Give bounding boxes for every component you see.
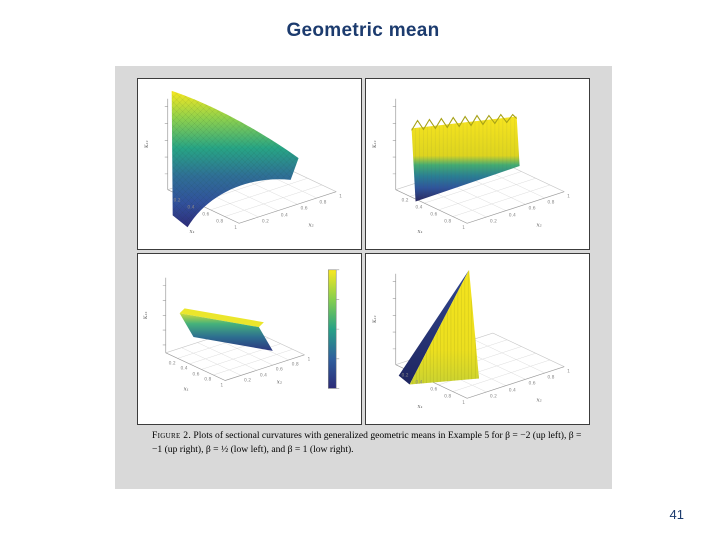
z-axis-label: K₁₂ [143,311,149,319]
tick-labels: 0.2 0.4 0.6 0.8 1 0.2 0.4 0.6 0.8 1 [402,369,571,407]
x2-tick-label: 0.6 [529,205,536,211]
x1-tick-label: 0.8 [444,393,451,399]
x1-axis-label: x₁ [418,404,423,410]
x1-tick-label: 0.4 [180,366,187,372]
x2-tick-label: 0.4 [509,387,516,393]
x1-tick-label: 0.2 [174,198,181,204]
page-number: 41 [669,507,684,522]
surface-ridge [411,113,518,131]
x1-tick-label: 0.6 [430,211,437,217]
z-axis-label: K₁₂ [372,315,378,323]
x2-tick-label: 0.2 [244,378,251,384]
x2-axis-label: x₂ [308,222,313,228]
x1-tick-label: 0.8 [444,218,451,224]
x1-tick-label: 0.4 [187,204,194,210]
x2-tick-label: 1 [567,369,570,375]
surface-mesh [409,269,479,385]
slide-title: Geometric mean [286,20,440,41]
x1-tick-label: 0.4 [415,204,422,210]
x2-tick-label: 0.4 [260,373,267,379]
surface [179,313,273,351]
z-axis-label: K₁₂ [372,140,378,148]
x1-tick-label: 1 [220,382,223,388]
x1-tick-label: 0.8 [216,218,223,224]
surface-plot-up-left: 0.2 0.4 0.6 0.8 1 0.2 0.4 0.6 0.8 1 x₁ x… [144,90,343,235]
x1-tick-label: 0.4 [415,379,422,385]
z-axis-label: K₁₂ [144,140,150,148]
x1-tick-label: 1 [234,225,237,231]
x2-tick-label: 0.8 [547,375,554,381]
x1-tick-label: 0.8 [204,377,211,383]
x2-tick-label: 0.2 [490,393,497,399]
x1-axis-label: x₁ [184,386,189,392]
floor-grid [177,332,293,376]
x2-tick-label: 0.8 [319,200,326,206]
x2-tick-label: 0.4 [281,212,288,218]
surface-mesh [171,90,299,228]
x2-tick-label: 0.6 [276,367,283,373]
surface-plot-up-right: 0.2 0.4 0.6 0.8 1 0.2 0.4 0.6 0.8 1 x₁ x… [372,98,571,235]
x1-tick-label: 0.2 [402,198,409,204]
figure-panel: 0.2 0.4 0.6 0.8 1 0.2 0.4 0.6 0.8 1 x₁ x… [115,66,612,489]
x1-tick-label: 0.2 [402,373,409,379]
surface-underside [398,269,470,385]
surface-plot-low-right: 0.2 0.4 0.6 0.8 1 0.2 0.4 0.6 0.8 1 x₁ x… [372,269,571,410]
x1-tick-label: 0.2 [169,361,176,367]
caption-label: Figure 2. [152,430,192,441]
surface-mesh [411,116,520,202]
surface-plot-low-left: 0.2 0.4 0.6 0.8 1 0.2 0.4 0.6 0.8 1 x₁ x… [143,269,340,392]
x2-axis-label: x₂ [536,397,541,403]
x2-tick-label: 0.6 [301,205,308,211]
x1-tick-label: 0.6 [202,211,209,217]
x1-tick-label: 0.6 [430,386,437,392]
x2-tick-label: 1 [307,357,310,363]
x2-tick-label: 0.4 [509,212,516,218]
surface-top [179,308,264,328]
caption-text: Plots of sectional curvatures with gener… [152,430,582,456]
tick-labels: 0.2 0.4 0.6 0.8 1 0.2 0.4 0.6 0.8 1 [169,357,311,389]
plots-grid: 0.2 0.4 0.6 0.8 1 0.2 0.4 0.6 0.8 1 x₁ x… [137,78,590,425]
x2-tick-label: 0.6 [529,380,536,386]
x2-tick-label: 0.8 [547,200,554,206]
tick-labels: 0.2 0.4 0.6 0.8 1 0.2 0.4 0.6 0.8 1 [402,194,571,232]
x1-tick-label: 1 [462,400,465,406]
x2-tick-label: 1 [567,194,570,200]
x2-tick-label: 0.8 [292,362,299,368]
plot-panel-low-left: 0.2 0.4 0.6 0.8 1 0.2 0.4 0.6 0.8 1 x₁ x… [137,253,362,425]
x2-tick-label: 0.2 [262,218,269,224]
plot-panel-low-right: 0.2 0.4 0.6 0.8 1 0.2 0.4 0.6 0.8 1 x₁ x… [365,253,590,425]
x1-tick-label: 0.6 [192,372,199,378]
tick-labels: 0.2 0.4 0.6 0.8 1 0.2 0.4 0.6 0.8 1 [174,194,343,232]
x2-axis-label: x₂ [536,222,541,228]
figure-caption: Figure 2. Plots of sectional curvatures … [152,429,590,458]
x2-axis-label: x₂ [277,379,282,385]
colorbar [327,269,340,389]
plot-panel-up-right: 0.2 0.4 0.6 0.8 1 0.2 0.4 0.6 0.8 1 x₁ x… [365,78,590,250]
x2-tick-label: 0.2 [490,218,497,224]
x1-tick-label: 1 [462,225,465,231]
plot-panel-up-left: 0.2 0.4 0.6 0.8 1 0.2 0.4 0.6 0.8 1 x₁ x… [137,78,362,250]
x1-axis-label: x₁ [418,229,423,235]
x2-tick-label: 1 [339,194,342,200]
x1-axis-label: x₁ [190,229,195,235]
